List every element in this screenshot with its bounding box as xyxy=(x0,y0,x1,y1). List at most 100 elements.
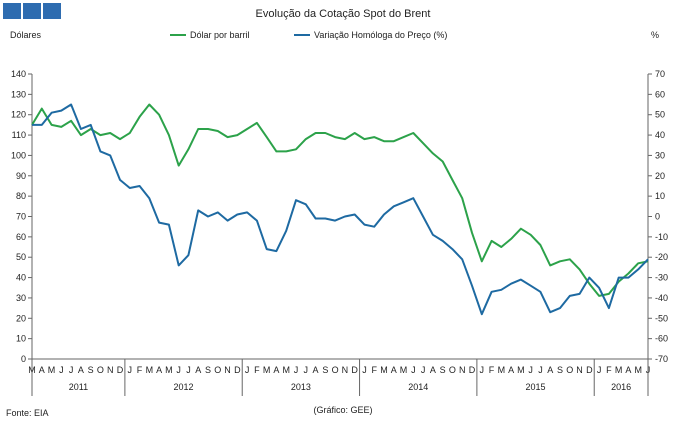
y-left-tick-label: 110 xyxy=(12,130,26,140)
y-right-tick-label: 70 xyxy=(655,69,665,79)
y-left-tick-label: 140 xyxy=(11,69,26,79)
x-year-label: 2012 xyxy=(174,382,194,392)
x-month-label: N xyxy=(459,365,466,375)
header-square-2 xyxy=(23,3,41,19)
x-month-label: M xyxy=(165,365,173,375)
y-right-tick-label: -30 xyxy=(655,273,668,283)
x-month-label: M xyxy=(48,365,56,375)
x-month-label: M xyxy=(400,365,408,375)
y-right-tick-label: 50 xyxy=(655,110,665,120)
legend-label-variacao: Variação Homóloga do Preço (%) xyxy=(314,30,447,40)
x-month-label: J xyxy=(59,365,64,375)
x-month-label: S xyxy=(205,365,211,375)
x-month-label: A xyxy=(313,365,319,375)
y-left-tick-label: 10 xyxy=(16,334,26,344)
x-month-label: S xyxy=(440,365,446,375)
x-month-label: J xyxy=(176,365,181,375)
y-right-tick-label: 20 xyxy=(655,171,665,181)
x-month-label: O xyxy=(214,365,221,375)
x-month-label: M xyxy=(263,365,271,375)
x-month-label: F xyxy=(371,365,377,375)
y-left-tick-label: 30 xyxy=(16,293,26,303)
y-left-tick-label: 80 xyxy=(16,191,26,201)
x-month-label: D xyxy=(234,365,241,375)
y-left-tick-label: 50 xyxy=(16,252,26,262)
x-year-label: 2011 xyxy=(69,382,88,392)
x-month-label: M xyxy=(380,365,388,375)
x-month-label: A xyxy=(391,365,397,375)
x-month-label: M xyxy=(282,365,290,375)
series-line-dolar xyxy=(31,103,649,297)
x-month-label: J xyxy=(597,365,602,375)
y-right-tick-label: 40 xyxy=(655,130,665,140)
x-month-label: N xyxy=(576,365,583,375)
x-month-label: O xyxy=(566,365,573,375)
x-month-label: N xyxy=(224,365,231,375)
x-month-label: O xyxy=(97,365,104,375)
y-left-tick-label: 70 xyxy=(16,212,26,222)
x-month-label: A xyxy=(39,365,45,375)
footer-credit: (Gráfico: GEE) xyxy=(313,405,372,415)
x-month-label: A xyxy=(430,365,436,375)
x-month-label: M xyxy=(634,365,642,375)
x-month-label: J xyxy=(411,365,416,375)
chart-title: Evolução da Cotação Spot do Brent xyxy=(256,8,431,20)
x-year-label: 2015 xyxy=(526,382,546,392)
x-month-label: M xyxy=(517,365,525,375)
y-left-tick-label: 120 xyxy=(11,110,26,120)
y-right-tick-label: -50 xyxy=(655,313,668,323)
x-month-label: J xyxy=(480,365,485,375)
x-month-label: A xyxy=(547,365,553,375)
y-right-tick-label: 10 xyxy=(655,191,665,201)
x-month-label: A xyxy=(508,365,514,375)
y-left-tick-label: 40 xyxy=(16,273,26,283)
x-month-label: M xyxy=(146,365,154,375)
x-year-label: 2013 xyxy=(291,382,311,392)
y-left-tick-label: 100 xyxy=(11,150,26,160)
x-month-label: M xyxy=(615,365,623,375)
y-right-tick-label: 60 xyxy=(655,89,665,99)
x-month-label: J xyxy=(362,365,367,375)
x-month-label: F xyxy=(489,365,495,375)
header-square-3 xyxy=(43,3,61,19)
x-month-label: A xyxy=(625,365,631,375)
y-right-tick-label: -20 xyxy=(655,252,668,262)
x-month-label: J xyxy=(528,365,533,375)
y-left-tick-label: 0 xyxy=(21,354,26,364)
x-month-label: O xyxy=(449,365,456,375)
x-month-label: A xyxy=(156,365,162,375)
x-month-label: F xyxy=(606,365,612,375)
x-month-label: J xyxy=(245,365,250,375)
x-month-label: M xyxy=(498,365,506,375)
series-lines xyxy=(31,103,649,316)
x-month-label: A xyxy=(195,365,201,375)
x-month-label: S xyxy=(557,365,563,375)
y-left-tick-label: 90 xyxy=(16,171,26,181)
series-line-variacao xyxy=(32,103,649,316)
x-month-label: D xyxy=(469,365,476,375)
legend-label-dolar: Dólar por barril xyxy=(190,30,250,40)
x-year-label: 2014 xyxy=(408,382,428,392)
x-month-label: D xyxy=(117,365,124,375)
header-square-1 xyxy=(3,3,21,19)
legend: Dólar por barril Variação Homóloga do Pr… xyxy=(170,30,447,40)
footer-source: Fonte: EIA xyxy=(6,408,49,418)
y-right-tick-label: -60 xyxy=(655,334,668,344)
x-month-label: J xyxy=(186,365,191,375)
y-right-tick-label: 0 xyxy=(655,212,660,222)
x-month-label: J xyxy=(128,365,133,375)
y-right-tick-label: -10 xyxy=(655,232,668,242)
y-right-tick-label: -40 xyxy=(655,293,668,303)
x-month-label: N xyxy=(342,365,349,375)
x-month-label: D xyxy=(351,365,358,375)
x-month-label: O xyxy=(332,365,339,375)
x-month-label: J xyxy=(421,365,426,375)
y-left-tick-label: 20 xyxy=(16,313,26,323)
y-left-label: Dólares xyxy=(10,30,42,40)
x-month-label: F xyxy=(254,365,260,375)
y-right-tick-label: -70 xyxy=(655,354,668,364)
x-month-label: J xyxy=(294,365,299,375)
x-month-label: J xyxy=(538,365,543,375)
x-year-label: 2016 xyxy=(611,382,631,392)
